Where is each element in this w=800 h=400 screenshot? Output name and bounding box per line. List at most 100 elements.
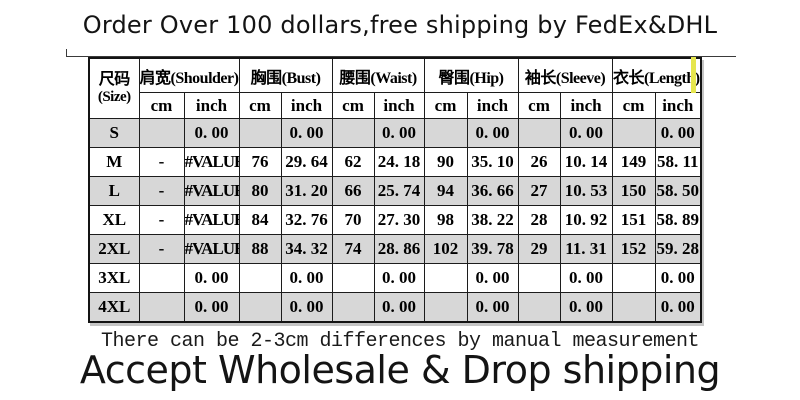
value-cell: 0. 00 (183, 263, 240, 293)
value-cell: 24. 18 (373, 147, 425, 177)
column-header-hip: 臀围(Hip) (423, 57, 519, 93)
value-cell-error: #VALUE! (183, 176, 240, 206)
table-row-l: L - #VALUE! 80 31. 20 66 25. 74 94 36. 6… (88, 176, 702, 206)
value-cell: 150 (611, 176, 656, 206)
unit-header-inch: inch (280, 92, 333, 119)
value-cell (517, 118, 561, 148)
value-cell: 0. 00 (280, 263, 333, 293)
wholesale-banner: Accept Wholesale & Drop shipping (79, 348, 721, 392)
value-cell: 25. 74 (373, 176, 425, 206)
value-cell: 74 (331, 234, 375, 264)
size-cell: 2XL (88, 234, 140, 264)
value-cell-error: #VALUE! (183, 205, 240, 235)
value-cell: 84 (238, 205, 282, 235)
value-cell: 94 (423, 176, 468, 206)
column-header-bust: 胸围(Bust) (238, 57, 333, 93)
value-cell: 0. 00 (466, 263, 519, 293)
table-row-s: S 0. 00 0. 00 0. 00 0. 00 0. 00 0. 00 (88, 118, 702, 148)
value-cell: 98 (423, 205, 468, 235)
table-row-xl: XL - #VALUE! 84 32. 76 70 27. 30 98 38. … (88, 205, 702, 235)
unit-header-inch: inch (654, 92, 702, 119)
value-cell: 59. 28 (654, 234, 702, 264)
value-cell (138, 118, 185, 148)
value-cell (423, 118, 468, 148)
table-row-4xl: 4XL 0. 00 0. 00 0. 00 0. 00 0. 00 0. 00 (88, 292, 702, 323)
value-cell: 80 (238, 176, 282, 206)
value-cell: 76 (238, 147, 282, 177)
size-cell: L (88, 176, 140, 206)
value-cell: 0. 00 (559, 263, 613, 293)
value-cell: 29 (517, 234, 561, 264)
value-cell (238, 263, 282, 293)
value-cell: 0. 00 (559, 292, 613, 323)
value-cell: 36. 66 (466, 176, 519, 206)
value-cell (517, 263, 561, 293)
table-row-2xl: 2XL - #VALUE! 88 34. 32 74 28. 86 102 39… (88, 234, 702, 264)
value-cell: 39. 78 (466, 234, 519, 264)
unit-header-inch: inch (559, 92, 613, 119)
table-row-3xl: 3XL 0. 00 0. 00 0. 00 0. 00 0. 00 0. 00 (88, 263, 702, 293)
value-cell (611, 292, 656, 323)
column-header-length: 衣长(Length) (611, 57, 702, 93)
value-cell: 0. 00 (654, 292, 702, 323)
value-cell: 0. 00 (654, 118, 702, 148)
value-cell: 10. 14 (559, 147, 613, 177)
value-cell: - (138, 176, 185, 206)
size-column-header: 尺码 (Size) (88, 57, 140, 119)
value-cell: 0. 00 (466, 118, 519, 148)
value-cell: 70 (331, 205, 375, 235)
value-cell: 58. 89 (654, 205, 702, 235)
column-header-waist: 腰围(Waist) (331, 57, 425, 93)
value-cell: - (138, 205, 185, 235)
value-cell: 62 (331, 147, 375, 177)
value-cell: 0. 00 (280, 118, 333, 148)
column-header-shoulder: 肩宽(Shoulder) (138, 57, 240, 93)
value-cell: 0. 00 (183, 118, 240, 148)
unit-header-cm: cm (331, 92, 375, 119)
value-cell: 28 (517, 205, 561, 235)
value-cell: 90 (423, 147, 468, 177)
value-cell: 28. 86 (373, 234, 425, 264)
value-cell: 151 (611, 205, 656, 235)
value-cell: 27 (517, 176, 561, 206)
value-cell (138, 292, 185, 323)
value-cell-error: #VALUE! (183, 147, 240, 177)
value-cell: 58. 50 (654, 176, 702, 206)
size-cell: S (88, 118, 140, 148)
unit-header-inch: inch (373, 92, 425, 119)
unit-header-cm: cm (138, 92, 185, 119)
value-cell: 10. 92 (559, 205, 613, 235)
value-cell: 10. 53 (559, 176, 613, 206)
table-edge-highlight (691, 57, 696, 93)
unit-header-inch: inch (183, 92, 240, 119)
size-cell: 3XL (88, 263, 140, 293)
value-cell: 31. 20 (280, 176, 333, 206)
unit-header-cm: cm (611, 92, 656, 119)
value-cell: 0. 00 (183, 292, 240, 323)
value-cell: 27. 30 (373, 205, 425, 235)
value-cell: 0. 00 (373, 263, 425, 293)
value-cell: 34. 32 (280, 234, 333, 264)
value-cell: - (138, 147, 185, 177)
value-cell: 0. 00 (466, 292, 519, 323)
value-cell: 0. 00 (373, 118, 425, 148)
top-divider-tick (66, 49, 67, 57)
size-header-zh: 尺码 (98, 70, 131, 88)
value-cell (423, 292, 468, 323)
value-cell (138, 263, 185, 293)
value-cell: 0. 00 (654, 263, 702, 293)
column-header-sleeve: 袖长(Sleeve) (517, 57, 613, 93)
size-cell: 4XL (88, 292, 140, 323)
value-cell-error: #VALUE! (183, 234, 240, 264)
unit-header-cm: cm (423, 92, 468, 119)
size-header-en: (Size) (97, 89, 131, 106)
value-cell: 26 (517, 147, 561, 177)
measurement-note: There can be 2-3cm differences by manual… (100, 330, 700, 353)
value-cell: 58. 11 (654, 147, 702, 177)
unit-header-cm: cm (238, 92, 282, 119)
value-cell: 88 (238, 234, 282, 264)
value-cell (331, 263, 375, 293)
value-cell: 32. 76 (280, 205, 333, 235)
value-cell: 149 (611, 147, 656, 177)
